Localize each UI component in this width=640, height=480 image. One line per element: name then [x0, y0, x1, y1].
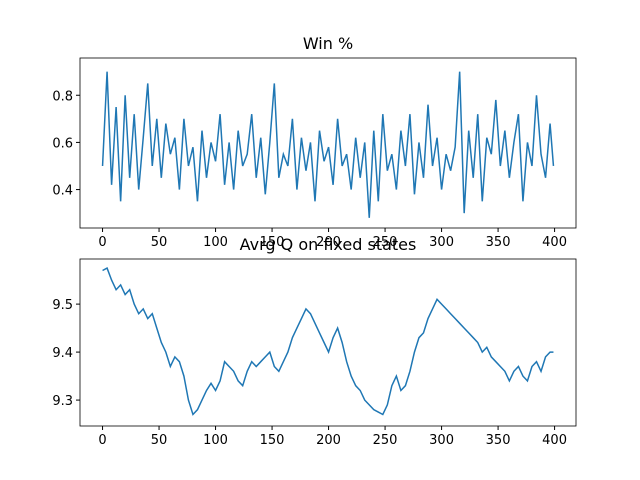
y-tick-label: 0.6	[52, 136, 73, 151]
y-tick-label: 9.5	[52, 298, 73, 313]
subplot: Win % 0 50 100 150 200 250 300 350 400 0.4 0.6 0.8	[52, 34, 577, 250]
x-tick-label: 350	[486, 433, 511, 448]
x-tick-label: 100	[203, 235, 228, 250]
axes-frame	[79, 258, 577, 427]
x-tick-label: 0	[98, 235, 106, 250]
chart-title: Win %	[303, 34, 353, 53]
x-tick-label: 50	[151, 235, 168, 250]
y-tick-label: 9.3	[52, 394, 73, 409]
subplot: Avrg Q on fixed states 0 50 100 150 200 250 300…	[52, 235, 577, 448]
axes-frame	[79, 57, 577, 229]
y-tick-label: 9.4	[52, 346, 73, 361]
x-tick-label: 250	[373, 433, 398, 448]
y-tick-label: 0.4	[52, 184, 73, 199]
y-tick-label: 0.8	[52, 89, 73, 104]
x-tick-label: 150	[260, 235, 285, 250]
x-tick-label: 200	[316, 433, 341, 448]
x-tick-label: 200	[316, 235, 341, 250]
x-tick-label: 400	[542, 235, 567, 250]
x-tick-label: 50	[151, 433, 168, 448]
x-tick-label: 150	[260, 433, 285, 448]
x-tick-label: 250	[373, 235, 398, 250]
data-line	[102, 267, 554, 416]
x-tick-label: 400	[542, 433, 567, 448]
x-tick-label: 100	[203, 433, 228, 448]
x-tick-label: 350	[486, 235, 511, 250]
data-line	[101, 71, 555, 218]
x-tick-label: 0	[98, 433, 106, 448]
x-tick-label: 300	[429, 433, 454, 448]
chart-title: Avrg Q on fixed states	[240, 235, 417, 254]
x-tick-label: 300	[429, 235, 454, 250]
